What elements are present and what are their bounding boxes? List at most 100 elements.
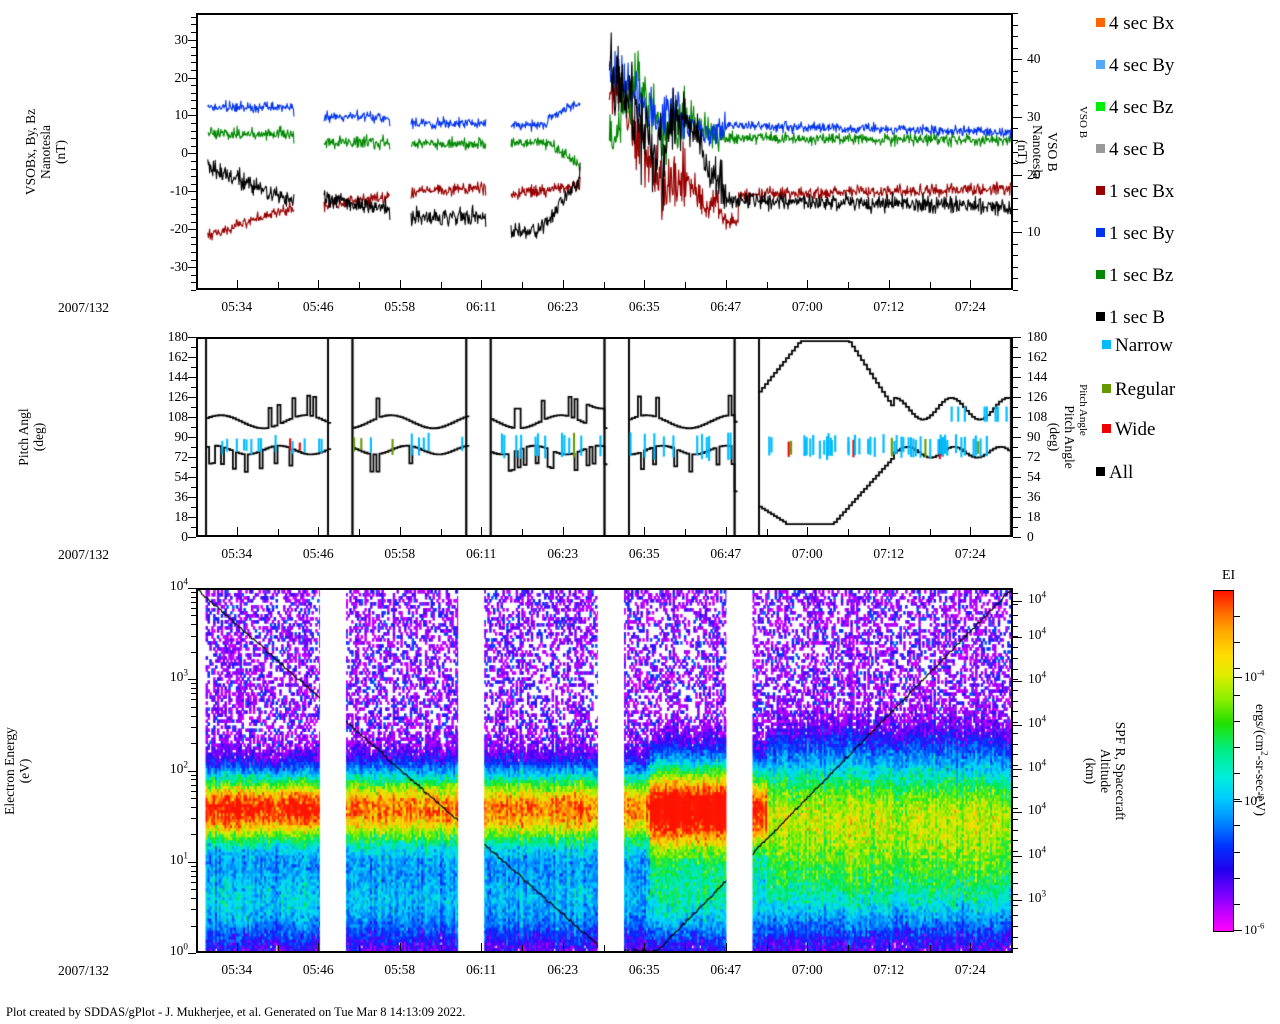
magnetometer-yminor-tick: [191, 62, 196, 63]
spectrogram-right-yminor-tick: [1013, 808, 1018, 809]
magnetometer-xtick: [359, 282, 360, 288]
pitch-angle-ytick-label: 72: [174, 449, 189, 464]
legend-swatch-icon: [1096, 18, 1105, 27]
legend-item-label: 1 sec By: [1109, 223, 1175, 244]
legend-item[interactable]: All: [1096, 463, 1133, 482]
spectrogram-right-ytick: [1013, 637, 1022, 638]
legend-item[interactable]: 4 sec Bz: [1096, 97, 1174, 118]
magnetometer-xtick: [644, 280, 645, 288]
magnetometer-right-ytick-label: 10: [1027, 224, 1041, 240]
legend-item-label: 4 sec Bz: [1109, 97, 1174, 118]
pitch-angle-xtick-label: 05:34: [221, 546, 253, 561]
spectrogram-right-yminor-tick: [1013, 711, 1018, 712]
pitch-angle-yminor-tick: [191, 447, 196, 448]
spectrogram-yminor-tick: [191, 688, 196, 689]
spectrogram-xtick: [522, 945, 523, 951]
pitch-angle-right-ytick-label: 18: [1027, 509, 1041, 524]
colorbar-minor-tick: [1233, 616, 1240, 618]
pitch-angle-right-ytick-label: 144: [1027, 369, 1048, 384]
magnetometer-yminor-tick: [191, 275, 196, 276]
magnetometer-xtick: [889, 280, 890, 288]
spectrogram-ytick: [188, 771, 196, 772]
spectrogram-right-ytick: [1013, 812, 1022, 813]
spectrogram-right-ytick-label: 104: [1028, 669, 1047, 687]
legend-item[interactable]: 4 sec B: [1096, 140, 1165, 159]
magnetometer-yminor-tick: [191, 199, 196, 200]
pitch-angle-right-ytick: [1013, 437, 1021, 438]
magnetometer-yminor-tick: [191, 108, 196, 109]
legend-item[interactable]: 1 sec By: [1096, 223, 1175, 244]
spectrogram-right-yminor-tick: [1013, 851, 1018, 852]
magnetometer-right-yminor-tick: [1013, 221, 1018, 222]
pitch-angle-right-ytick: [1013, 477, 1021, 478]
legend-item[interactable]: 1 sec Bz: [1096, 266, 1173, 285]
spectrogram-right-yminor-tick: [1013, 690, 1018, 691]
spectrogram-yminor-tick: [191, 871, 196, 872]
pitch-angle-ytick: [188, 437, 196, 438]
magnetometer-right-yminor-tick: [1013, 36, 1018, 37]
spectrogram-xtick-label: 06:23: [547, 962, 579, 977]
legend-item[interactable]: 1 sec B: [1096, 308, 1165, 327]
pitch-angle-xtick-label: 07:12: [873, 546, 905, 561]
spectrogram-right-ytick: [1013, 856, 1022, 857]
legend-item[interactable]: 4 sec Bx: [1096, 14, 1174, 33]
spectrogram-xtick: [644, 943, 645, 951]
spectrogram-ytick: [188, 953, 196, 954]
magnetometer-yminor-tick: [191, 237, 196, 238]
pitch-angle-right-ytick-label: 72: [1027, 449, 1041, 464]
spectrogram-left-axis-title: Electron Energy (eV): [2, 726, 32, 815]
pitch-angle-right-yminor-tick: [1013, 447, 1018, 448]
colorbar-minor-tick: [1233, 877, 1240, 879]
magnetometer-right-ytick-label: 20: [1027, 166, 1041, 182]
pitch-angle-ytick-label: 0: [181, 529, 188, 544]
pitch-angle-ytick-label: 108: [167, 409, 188, 424]
pitch-angle-xtick-label: 05:46: [302, 546, 334, 561]
magnetometer-xtick: [481, 280, 482, 288]
magnetometer-right-ytick: [1013, 175, 1022, 176]
magnetometer-ytick-label: 0: [181, 145, 188, 161]
colorbar-title: EI: [1222, 568, 1236, 583]
pitch-angle-yminor-tick: [191, 427, 196, 428]
magnetometer-xtick-label: 05:34: [221, 299, 253, 314]
colorbar-minor-tick: [1233, 668, 1240, 670]
pitch-angle-yminor-tick: [191, 347, 196, 348]
legend-item[interactable]: 1 sec Bx: [1096, 182, 1174, 201]
spectrogram-ytick: [188, 588, 196, 589]
magnetometer-right-yminor-tick: [1013, 290, 1018, 291]
spectrogram-right-yminor-tick: [1013, 626, 1018, 627]
spectrogram-yminor-tick: [191, 775, 196, 776]
magnetometer-yminor-tick: [191, 47, 196, 48]
pitch-angle-right-ytick-label: 108: [1027, 409, 1048, 424]
spectrogram-right-yminor-tick: [1013, 636, 1018, 637]
spectrogram-yminor-tick: [191, 791, 196, 792]
colorbar-tick: [1233, 930, 1242, 931]
magnetometer-right-yminor-tick: [1013, 244, 1018, 245]
spectrogram-xtick: [726, 943, 727, 951]
magnetometer-yminor-tick: [191, 17, 196, 18]
pitch-angle-xtick: [278, 529, 279, 535]
colorbar-minor-tick: [1233, 720, 1240, 722]
spectrogram-right-yminor-tick: [1013, 722, 1018, 723]
spectrogram-right-ytick: [1013, 601, 1022, 602]
spectrogram-right-yminor-tick: [1013, 937, 1018, 938]
spectrogram-right-yminor-tick: [1013, 669, 1018, 670]
spectrogram-xtick-label: 07:00: [791, 962, 823, 977]
pitch-angle-xtick: [604, 529, 605, 535]
magnetometer-right-yminor-tick: [1013, 278, 1018, 279]
spectrogram-right-ytick: [1013, 900, 1022, 901]
legend-item[interactable]: Narrow: [1096, 336, 1173, 355]
spectrogram-xtick-label: 07:24: [954, 962, 986, 977]
pitch-angle-xtick: [848, 529, 849, 535]
spectrogram-xtick: [481, 943, 482, 951]
magnetometer-xtick: [807, 280, 808, 288]
legend-swatch-icon: [1102, 424, 1111, 433]
colorbar-gradient: [1213, 590, 1234, 932]
legend-item[interactable]: 4 sec By: [1096, 56, 1174, 75]
pitch-angle-yminor-tick: [191, 387, 196, 388]
pitch-angle-xtick: [441, 529, 442, 535]
legend-item[interactable]: Regular: [1096, 380, 1175, 399]
legend-item[interactable]: Wide: [1096, 420, 1155, 439]
spectrogram-right-yminor-tick: [1013, 754, 1018, 755]
spectrogram-right-ytick: [1013, 725, 1022, 726]
colorbar-minor-tick: [1233, 773, 1240, 775]
